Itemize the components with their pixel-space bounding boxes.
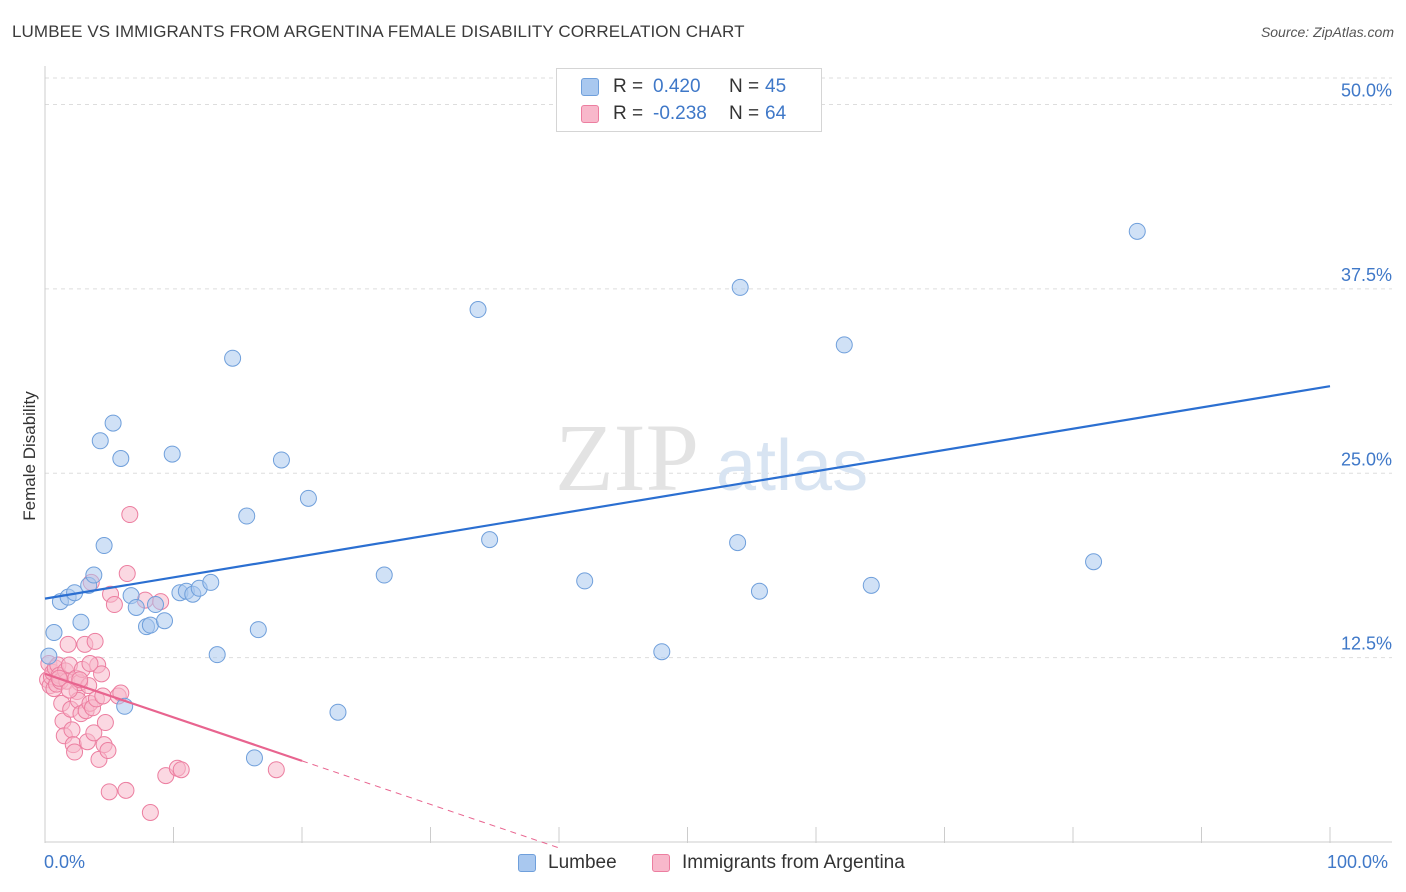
trend-line-lumbee <box>44 385 1331 600</box>
lumbee-point <box>224 349 242 367</box>
axes <box>44 66 1392 843</box>
lumbee-point <box>1085 553 1103 571</box>
lumbee-point <box>127 598 145 616</box>
lumbee-point <box>104 414 122 432</box>
legend-n-value: 45 <box>765 76 787 97</box>
series-lumbee-points <box>40 222 1146 767</box>
x-tick-label-max: 100.0% <box>1327 852 1389 872</box>
argentina-point <box>96 714 114 732</box>
legend: R = 0.420 N = 45 R = -0.238 N = 64 <box>556 68 822 132</box>
bottom-legend: Lumbee Immigrants from Argentina <box>0 852 1406 878</box>
argentina-point <box>93 665 111 683</box>
legend-row-argentina: R = -0.238 N = 64 <box>581 102 786 126</box>
argentina-point <box>117 781 135 799</box>
lumbee-point <box>202 573 220 591</box>
argentina-point <box>99 742 117 760</box>
argentina-point <box>59 635 77 653</box>
lumbee-point <box>245 749 263 767</box>
lumbee-point <box>45 624 63 642</box>
lumbee-point <box>750 582 768 600</box>
argentina-point <box>121 506 139 524</box>
bottom-legend-label: Lumbee <box>548 852 617 873</box>
legend-swatch-lumbee <box>581 78 599 96</box>
lumbee-point <box>576 572 594 590</box>
lumbee-point <box>147 596 165 614</box>
lumbee-point <box>481 531 499 549</box>
lumbee-point <box>40 647 58 665</box>
argentina-point <box>118 565 136 583</box>
lumbee-point <box>1128 222 1146 240</box>
legend-r-value: 0.420 <box>653 76 701 97</box>
legend-r-label: R = <box>613 76 644 97</box>
y-axis-label: Female Disability <box>20 391 39 521</box>
argentina-point <box>86 632 104 650</box>
bottom-legend-label: Immigrants from Argentina <box>682 852 905 873</box>
argentina-point <box>141 804 159 821</box>
watermark: ZIP atlas <box>555 404 868 511</box>
lumbee-point <box>249 621 267 639</box>
lumbee-point <box>72 613 90 631</box>
lumbee-point <box>238 507 256 525</box>
argentina-point <box>66 743 84 761</box>
trend-line-argentina-extrapolated <box>301 760 560 849</box>
trend-lines <box>44 385 1331 849</box>
y-tick-labels: 12.5% 25.0% 37.5% 50.0% <box>1341 81 1392 654</box>
argentina-point <box>85 724 103 742</box>
x-tick-label-min: 0.0% <box>44 852 86 872</box>
argentina-point <box>267 761 285 779</box>
argentina-point <box>63 721 81 739</box>
legend-n-label: N = <box>729 76 760 97</box>
lumbee-point <box>163 445 181 463</box>
argentina-point <box>100 783 118 801</box>
series-argentina-points <box>39 506 285 821</box>
lumbee-point <box>731 278 749 296</box>
lumbee-point <box>95 537 113 555</box>
argentina-point <box>81 655 99 673</box>
chart-title: LUMBEE VS IMMIGRANTS FROM ARGENTINA FEMA… <box>12 22 745 41</box>
lumbee-point <box>862 576 880 594</box>
argentina-point <box>172 761 190 779</box>
lumbee-point <box>653 643 671 661</box>
lumbee-point <box>208 646 226 664</box>
legend-r-label: R = <box>613 103 644 124</box>
source-label: Source: ZipAtlas.com <box>1260 24 1394 40</box>
trend-line-argentina <box>44 672 303 762</box>
y-tick-label: 25.0% <box>1341 449 1392 469</box>
lumbee-point <box>272 451 290 469</box>
y-tick-label: 50.0% <box>1341 81 1392 101</box>
y-tick-label: 12.5% <box>1341 634 1392 654</box>
lumbee-point <box>329 703 347 721</box>
lumbee-point <box>299 489 317 507</box>
legend-swatch-argentina <box>581 105 599 123</box>
bottom-legend-lumbee: Lumbee <box>518 852 617 874</box>
legend-n-value: 64 <box>765 103 787 124</box>
lumbee-point <box>141 616 159 634</box>
bottom-legend-swatch-lumbee <box>518 854 536 872</box>
legend-row-lumbee: R = 0.420 N = 45 <box>581 75 786 99</box>
bottom-legend-swatch-argentina <box>652 854 670 872</box>
watermark-zip: ZIP <box>555 404 699 511</box>
lumbee-point <box>375 566 393 584</box>
lumbee-point <box>112 450 130 467</box>
bottom-legend-argentina: Immigrants from Argentina <box>652 852 905 874</box>
argentina-point <box>105 596 123 614</box>
lumbee-point <box>469 301 487 319</box>
lumbee-point <box>91 432 109 450</box>
legend-n-label: N = <box>729 103 760 124</box>
lumbee-point <box>156 612 174 630</box>
lumbee-point <box>835 336 853 354</box>
gridlines <box>45 77 1392 659</box>
y-tick-label: 37.5% <box>1341 265 1392 285</box>
lumbee-point <box>85 566 103 584</box>
lumbee-point <box>729 534 747 552</box>
legend-r-value: -0.238 <box>653 103 707 124</box>
